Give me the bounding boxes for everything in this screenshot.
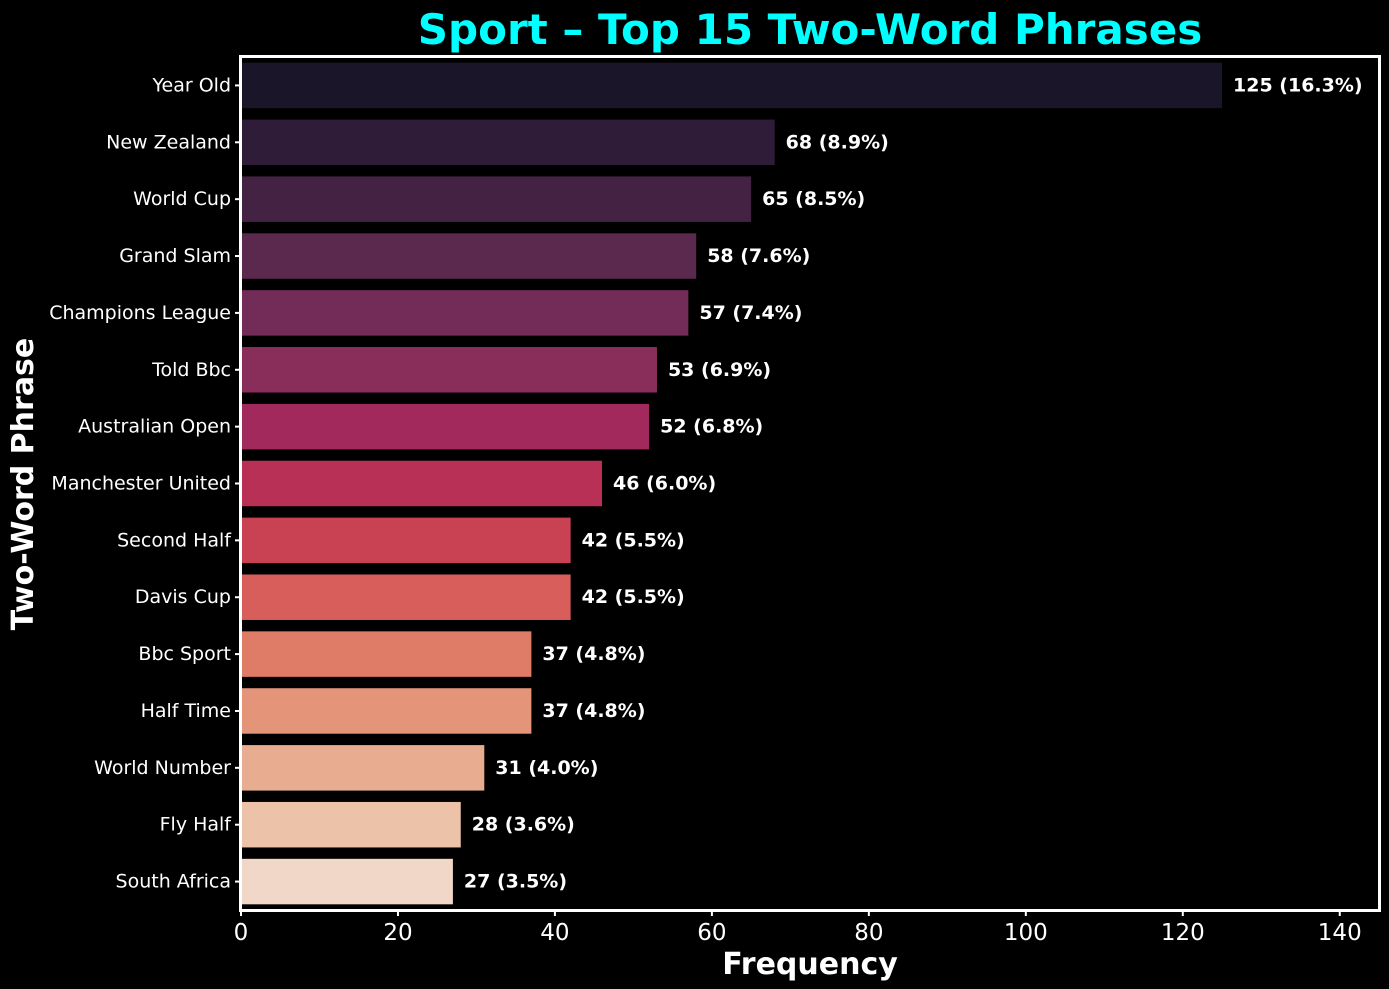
data-label: 46 (6.0%) xyxy=(613,473,716,495)
y-tick-label: Told Bbc xyxy=(151,359,231,381)
x-tick-label: 80 xyxy=(854,920,883,946)
data-labels: 125 (16.3%) 68 (8.9%) 65 (8.5%) 58 (7.6%) 57… xyxy=(464,74,1363,892)
bar xyxy=(241,176,752,222)
data-label: 52 (6.8%) xyxy=(660,416,763,438)
x-tick-label: 40 xyxy=(540,920,569,946)
bar xyxy=(241,290,689,336)
data-label: 125 (16.3%) xyxy=(1233,74,1363,96)
y-tick-label: World Number xyxy=(94,757,231,779)
data-label: 31 (4.0%) xyxy=(495,757,598,779)
y-tick-label: South Africa xyxy=(116,871,231,893)
y-tick-label: Year Old xyxy=(151,74,231,96)
data-label: 53 (6.9%) xyxy=(668,359,771,381)
data-label: 57 (7.4%) xyxy=(699,302,802,324)
x-tick-label: 60 xyxy=(697,920,726,946)
bar xyxy=(241,403,650,450)
y-axis-ticks: Year Old New Zealand World Cup Grand Slam Ch… xyxy=(49,74,241,893)
bar xyxy=(241,574,571,620)
y-tick-label: Champions League xyxy=(49,302,231,324)
data-label: 65 (8.5%) xyxy=(762,188,865,210)
data-label: 42 (5.5%) xyxy=(582,529,685,551)
x-tick-label: 120 xyxy=(1161,920,1205,946)
bar xyxy=(241,233,697,279)
data-label: 58 (7.6%) xyxy=(707,245,810,267)
bar xyxy=(241,347,657,393)
y-tick-label: Fly Half xyxy=(160,814,233,836)
y-tick-label: Manchester United xyxy=(51,473,231,495)
bars-group xyxy=(241,62,1223,905)
data-label: 42 (5.5%) xyxy=(582,586,685,608)
data-label: 37 (4.8%) xyxy=(542,700,645,722)
y-tick-label: World Cup xyxy=(133,188,231,210)
y-tick-label: Australian Open xyxy=(78,416,231,438)
data-label: 27 (3.5%) xyxy=(464,871,567,893)
chart-title: Sport – Top 15 Two-Word Phrases xyxy=(418,5,1202,54)
data-label: 37 (4.8%) xyxy=(542,643,645,665)
x-tick-label: 100 xyxy=(1004,920,1048,946)
plot-frame xyxy=(239,55,1381,912)
bar xyxy=(241,858,453,905)
x-tick-label: 20 xyxy=(383,920,412,946)
y-tick-label: Davis Cup xyxy=(135,586,231,608)
x-tick-label: 140 xyxy=(1318,920,1362,946)
y-tick-label: Half Time xyxy=(141,700,231,722)
x-tick-label: 0 xyxy=(234,920,249,946)
bar xyxy=(241,801,461,848)
bar xyxy=(241,517,571,564)
y-tick-label: Second Half xyxy=(117,529,232,551)
x-axis-label: Frequency xyxy=(722,947,898,982)
y-tick-label: Grand Slam xyxy=(119,245,231,267)
data-label: 28 (3.6%) xyxy=(472,814,575,836)
y-axis-label: Two-Word Phrase xyxy=(6,338,41,631)
bar xyxy=(241,119,775,166)
bar xyxy=(241,745,485,791)
bar xyxy=(241,688,532,734)
bar xyxy=(241,631,532,677)
bar xyxy=(241,460,603,507)
bar xyxy=(241,62,1223,109)
y-tick-label: New Zealand xyxy=(106,131,231,153)
x-axis-ticks: 0 20 40 60 80 100 120 140 xyxy=(234,910,1362,946)
data-label: 68 (8.9%) xyxy=(786,131,889,153)
y-tick-label: Bbc Sport xyxy=(138,643,231,665)
